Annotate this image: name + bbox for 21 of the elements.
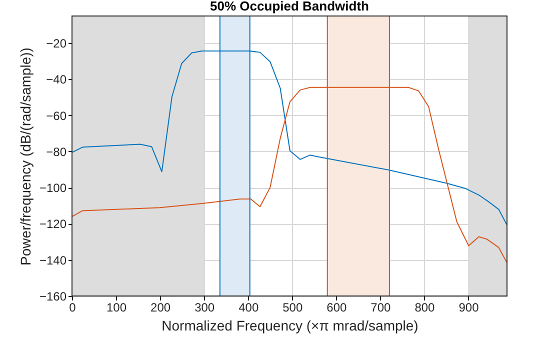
- y-axis-title: Power/frequency (dB/(rad/sample)): [17, 48, 34, 266]
- y-tick-label: −20: [46, 36, 67, 51]
- y-tick-label: −60: [46, 108, 67, 123]
- y-tick-label: −80: [46, 144, 67, 159]
- y-tick-label: −100: [39, 181, 67, 196]
- x-tick-label: 800: [414, 300, 436, 314]
- y-tick-label: −140: [39, 253, 67, 268]
- y-tick-label: −120: [39, 217, 67, 232]
- x-tick-label: 600: [326, 300, 347, 314]
- x-tick-label: 900: [458, 300, 480, 314]
- x-axis-title: Normalized Frequency (×π mrad/sample): [162, 318, 418, 334]
- x-tick-label: 200: [150, 300, 171, 314]
- x-tick-label: 300: [194, 300, 215, 314]
- y-tick-label: −40: [46, 72, 67, 87]
- x-tick-label: 700: [370, 300, 392, 314]
- chart-title: 50% Occupied Bandwidth: [210, 0, 370, 14]
- x-tick-label: 500: [282, 300, 303, 314]
- x-tick-label: 400: [238, 300, 259, 314]
- y-tick-label: −160: [39, 290, 67, 304]
- x-tick-label: 100: [106, 300, 127, 314]
- x-tick-label: 0: [69, 300, 76, 314]
